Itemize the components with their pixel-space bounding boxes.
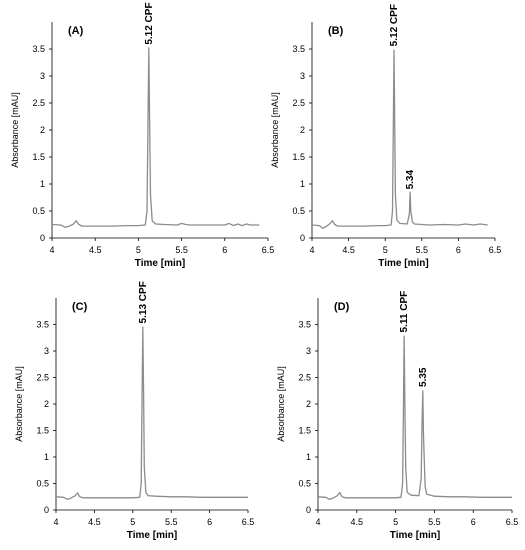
chart-b-y-tick-label: 1.5 <box>292 152 305 162</box>
chart-b-y-tick-label: 0 <box>300 233 305 243</box>
chart-a-y-tick-label: 3.5 <box>32 44 45 54</box>
chart-b-x-tick-label: 5 <box>383 245 388 255</box>
chart-b-peak-annotation: 5.12 CPF <box>389 4 400 46</box>
chart-b-y-tick-label: 3.5 <box>292 44 305 54</box>
chart-c-series-line <box>55 326 248 501</box>
chart-a-y-tick-label: 0.5 <box>32 206 45 216</box>
chart-d-y-axis-label: Absorbance [mAU] <box>276 366 286 442</box>
chart-d-x-tick-label: 6.5 <box>506 517 519 527</box>
chart-c-y-tick-label: 1 <box>44 452 49 462</box>
chart-c-x-tick-label: 5.5 <box>165 517 178 527</box>
chart-b: 0 0.5 1 1.5 2 2.5 3 3.5 4 4.5 5 5.5 6 6.5 Time [min] Ab… <box>270 4 501 269</box>
chart-c-x-tick-label: 6.5 <box>242 517 255 527</box>
chart-b-y-tick-label: 0.5 <box>292 206 305 216</box>
chart-a-x-tick-label: 6.5 <box>262 245 275 255</box>
chart-d-x-tick-label: 4 <box>315 517 320 527</box>
chart-b-series-line <box>311 49 488 229</box>
chart-c-x-tick-label: 4.5 <box>88 517 101 527</box>
chart-d-series-line <box>317 335 512 501</box>
chart-c-panel-label: (C) <box>72 301 88 313</box>
chart-c-y-tick-label: 2 <box>44 399 49 409</box>
chart-c-y-tick-label: 3 <box>44 346 49 356</box>
chart-b-x-tick-label: 4 <box>309 245 314 255</box>
chart-b-x-tick-label: 6.5 <box>489 245 502 255</box>
chart-b-y-axis-label: Absorbance [mAU] <box>270 92 280 168</box>
chart-d-peak-annotation: 5.11 CPF <box>399 291 410 333</box>
chart-b-peak-annotation: 5.34 <box>405 169 416 189</box>
chart-d-y-tick-label: 3.5 <box>298 320 311 330</box>
chart-a-panel-label: (A) <box>68 25 84 37</box>
chart-c-y-tick-label: 0 <box>44 505 49 515</box>
chart-c-x-tick-label: 4 <box>53 517 58 527</box>
chart-b-x-tick-label: 6 <box>456 245 461 255</box>
chart-a-y-tick-label: 1.5 <box>32 152 45 162</box>
chart-d: 0 0.5 1 1.5 2 2.5 3 3.5 4 4.5 5 5.5 6 6.5 Time [min] Ab… <box>276 291 518 541</box>
chart-b-y-tick-label: 1 <box>300 179 305 189</box>
chart-d-x-tick-label: 5 <box>393 517 398 527</box>
chart-a-x-tick-label: 5.5 <box>175 245 188 255</box>
chart-a-x-tick-label: 5 <box>136 245 141 255</box>
chart-c-y-tick-label: 1.5 <box>36 426 49 436</box>
chart-c: 0 0.5 1 1.5 2 2.5 3 3.5 4 4.5 5 5.5 6 6.5 Time [min] Ab… <box>14 281 254 541</box>
chart-a-y-tick-label: 2.5 <box>32 98 45 108</box>
chart-a-series-line <box>51 47 260 228</box>
chart-a-y-tick-label: 0 <box>40 233 45 243</box>
chart-c-x-axis-label: Time [min] <box>127 530 177 541</box>
chart-d-y-tick-label: 1.5 <box>298 426 311 436</box>
chart-b-y-tick-label: 2.5 <box>292 98 305 108</box>
chart-a: 0 0.5 1 1.5 2 2.5 3 3.5 4 4.5 5 5.5 6 6.5 Time [min] Ab… <box>10 2 274 269</box>
chart-d-y-tick-label: 0.5 <box>298 479 311 489</box>
chart-c-y-tick-label: 2.5 <box>36 373 49 383</box>
chart-a-y-tick-label: 1 <box>40 179 45 189</box>
chart-d-y-tick-label: 2.5 <box>298 373 311 383</box>
chart-a-x-axis-label: Time [min] <box>135 258 185 269</box>
chart-c-x-tick-label: 6 <box>207 517 212 527</box>
chart-b-panel-label: (B) <box>328 25 344 37</box>
chart-b-x-tick-label: 5.5 <box>416 245 429 255</box>
chart-c-x-tick-label: 5 <box>130 517 135 527</box>
chart-a-y-tick-label: 3 <box>40 71 45 81</box>
chart-a-peak-annotation: 5.12 CPF <box>144 2 155 44</box>
chart-c-y-tick-label: 0.5 <box>36 479 49 489</box>
chart-d-panel-label: (D) <box>334 301 350 313</box>
chart-d-x-tick-label: 5.5 <box>428 517 441 527</box>
chart-c-y-tick-label: 3.5 <box>36 320 49 330</box>
chart-d-y-tick-label: 1 <box>306 452 311 462</box>
chart-b-x-tick-label: 4.5 <box>342 245 355 255</box>
chart-b-x-axis-label: Time [min] <box>378 258 428 269</box>
chart-a-x-tick-label: 4 <box>49 245 54 255</box>
chart-a-y-axis-label: Absorbance [mAU] <box>10 92 20 168</box>
chart-d-y-tick-label: 2 <box>306 399 311 409</box>
chart-d-y-tick-label: 0 <box>306 505 311 515</box>
chart-b-y-tick-label: 2 <box>300 125 305 135</box>
chart-a-y-tick-label: 2 <box>40 125 45 135</box>
chart-d-x-tick-label: 6 <box>471 517 476 527</box>
chart-a-x-tick-label: 6 <box>222 245 227 255</box>
chart-c-y-axis-label: Absorbance [mAU] <box>14 366 24 442</box>
chart-d-peak-annotation: 5.35 <box>418 367 429 387</box>
chart-d-x-axis-label: Time [min] <box>390 530 440 541</box>
chart-d-x-tick-label: 4.5 <box>351 517 364 527</box>
chart-b-y-tick-label: 3 <box>300 71 305 81</box>
chart-d-y-tick-label: 3 <box>306 346 311 356</box>
chart-a-x-tick-label: 4.5 <box>89 245 102 255</box>
chart-c-peak-annotation: 5.13 CPF <box>138 281 149 323</box>
